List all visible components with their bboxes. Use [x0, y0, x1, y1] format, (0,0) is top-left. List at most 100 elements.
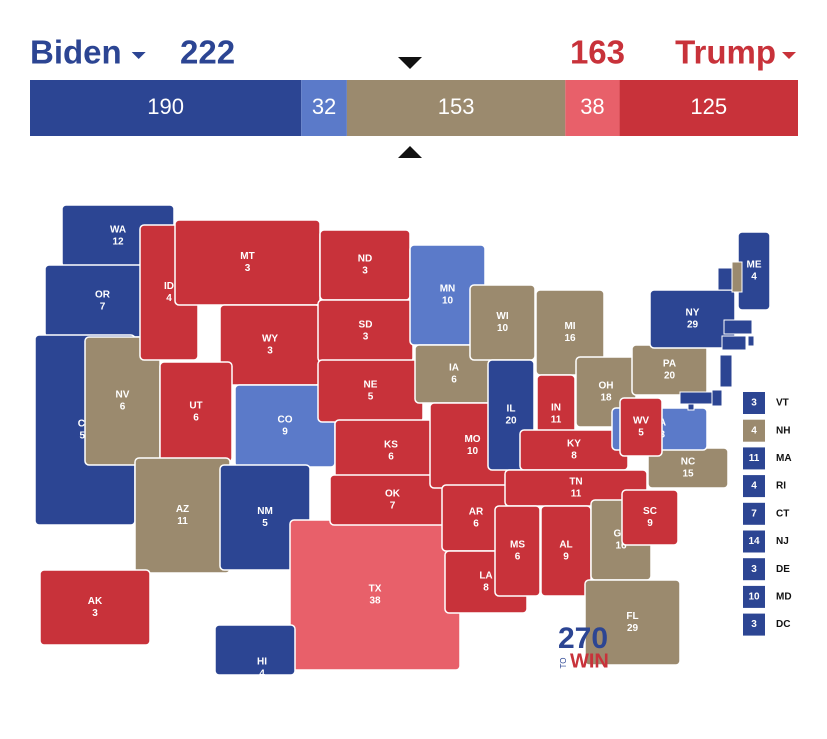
- bar-segment-label: 190: [147, 94, 184, 119]
- bar-segment-label: 38: [580, 94, 604, 119]
- state-abbr: WI: [496, 311, 508, 322]
- state-votes: 38: [369, 596, 381, 607]
- bar-segment-label: 125: [690, 94, 727, 119]
- candidate-name[interactable]: Trump: [675, 34, 776, 71]
- callout-box[interactable]: [743, 419, 765, 442]
- state-abbr: AK: [88, 596, 103, 607]
- state-votes: 7: [390, 501, 396, 512]
- callout-votes: 4: [751, 425, 757, 436]
- state-abbr: KS: [384, 440, 398, 451]
- callout-box[interactable]: [743, 585, 765, 608]
- state-abbr: MN: [440, 284, 456, 295]
- callout-votes: 10: [748, 592, 760, 603]
- candidate-votes: 163: [570, 34, 625, 71]
- state-votes: 3: [363, 332, 369, 343]
- state-abbr: WA: [110, 225, 126, 236]
- state-votes: 20: [664, 371, 676, 382]
- dropdown-arrow[interactable]: [782, 52, 796, 59]
- candidate-name[interactable]: Biden: [30, 34, 122, 71]
- state-abbr: LA: [479, 571, 492, 582]
- state-votes: 10: [442, 296, 454, 307]
- small-state[interactable]: [717, 267, 733, 291]
- state[interactable]: [584, 579, 681, 666]
- state[interactable]: [494, 505, 541, 597]
- state-abbr: AZ: [176, 504, 189, 515]
- state-votes: 6: [120, 402, 126, 413]
- state-abbr: SC: [643, 506, 657, 517]
- logo-to: TO: [559, 658, 568, 669]
- state-votes: 11: [551, 415, 562, 426]
- state[interactable]: [621, 489, 679, 546]
- callout-box[interactable]: [743, 613, 765, 636]
- bar-segment: [565, 80, 620, 136]
- bar-segment-label: 32: [312, 94, 336, 119]
- bar-segment: [301, 80, 347, 136]
- state-votes: 29: [627, 623, 639, 634]
- small-state[interactable]: [721, 335, 747, 351]
- state-abbr: HI: [257, 657, 267, 668]
- state[interactable]: [214, 624, 296, 676]
- state-abbr: OK: [385, 489, 401, 500]
- state-votes: 16: [615, 541, 627, 552]
- callout-votes: 7: [751, 508, 757, 519]
- state-votes: 7: [100, 302, 106, 313]
- state-votes: 9: [282, 427, 288, 438]
- small-state[interactable]: [687, 403, 695, 411]
- state-abbr: MO: [464, 434, 480, 445]
- state-abbr: WV: [633, 416, 649, 427]
- state-abbr: ME: [747, 260, 762, 271]
- state-votes: 6: [515, 552, 521, 563]
- state-votes: 20: [505, 416, 517, 427]
- state-abbr: NE: [364, 380, 378, 391]
- callout-abbr: NJ: [776, 536, 789, 547]
- state-abbr: IL: [507, 404, 516, 415]
- callout-votes: 4: [751, 481, 757, 492]
- callout-votes: 3: [751, 398, 757, 409]
- state[interactable]: [649, 289, 736, 349]
- state-votes: 9: [647, 518, 653, 529]
- state-votes: 4: [751, 272, 757, 283]
- state-votes: 11: [571, 489, 582, 500]
- bar-marker-bottom: [398, 146, 422, 158]
- small-state[interactable]: [719, 354, 733, 388]
- state-votes: 8: [571, 451, 577, 462]
- state-abbr: UT: [189, 401, 202, 412]
- state-votes: 3: [267, 346, 273, 357]
- callout-box[interactable]: [743, 502, 765, 525]
- state-votes: 5: [262, 518, 268, 529]
- callout-votes: 3: [751, 619, 757, 630]
- callout-box[interactable]: [743, 475, 765, 498]
- dropdown-arrow[interactable]: [131, 52, 146, 59]
- callout-votes: 11: [749, 453, 760, 464]
- state-abbr: MS: [510, 540, 525, 551]
- callout-abbr: MD: [776, 592, 792, 603]
- state-abbr: SD: [359, 320, 373, 331]
- callout-votes: 3: [751, 564, 757, 575]
- state[interactable]: [39, 569, 151, 646]
- callout-box[interactable]: [743, 447, 765, 470]
- state-votes: 10: [467, 446, 479, 457]
- small-state[interactable]: [723, 319, 753, 335]
- small-state[interactable]: [747, 335, 755, 347]
- state-abbr: KY: [567, 439, 581, 450]
- state-abbr: FL: [626, 611, 638, 622]
- callout-box[interactable]: [743, 558, 765, 581]
- state-abbr: NV: [116, 390, 130, 401]
- callout-abbr: CT: [776, 508, 789, 519]
- state-abbr: GA: [614, 529, 629, 540]
- state[interactable]: [219, 464, 311, 571]
- state[interactable]: [619, 397, 663, 457]
- state-votes: 3: [245, 263, 251, 274]
- small-state[interactable]: [711, 389, 723, 407]
- state-votes: 5: [638, 428, 644, 439]
- callout-box[interactable]: [743, 530, 765, 553]
- logo-win: WIN: [570, 650, 609, 672]
- callout-abbr: VT: [776, 398, 789, 409]
- small-state[interactable]: [731, 261, 743, 293]
- small-state[interactable]: [679, 391, 713, 405]
- state-votes: 5: [368, 392, 374, 403]
- state-abbr: MT: [240, 251, 254, 262]
- callout-box[interactable]: [743, 392, 765, 414]
- state-votes: 10: [497, 323, 509, 334]
